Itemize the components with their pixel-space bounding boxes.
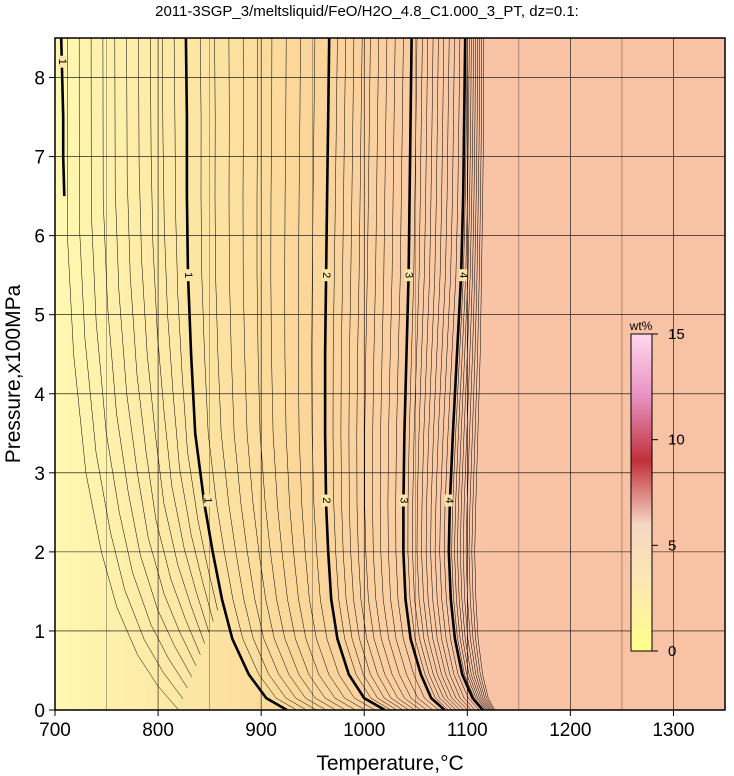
colorbar-tick-label: 0	[668, 643, 676, 660]
contour-line	[412, 38, 453, 710]
y-axis-ticks: 0 1 2 3 4 5 6 7 8	[34, 69, 55, 722]
contour-label-box	[399, 494, 408, 507]
contour-label-box	[58, 55, 67, 68]
contour-line	[379, 38, 427, 710]
contour-line	[126, 38, 201, 655]
y-tick-label: 1	[34, 622, 45, 643]
y-tick-label: 7	[34, 148, 45, 169]
y-axis-label: Pressure,x100MPa	[2, 284, 25, 463]
x-tick-label: 900	[245, 720, 277, 741]
contour-line	[474, 38, 496, 710]
contour-label: 2	[320, 272, 332, 278]
contour-line	[430, 38, 468, 710]
contour-label: 1	[182, 272, 194, 278]
contour-line	[416, 38, 457, 710]
contour-line	[460, 38, 489, 710]
contour-line	[348, 38, 403, 710]
contour-line	[425, 38, 464, 710]
x-axis-label: Temperature,°C	[316, 752, 463, 775]
contour-line	[364, 38, 415, 710]
contour-line	[471, 38, 494, 710]
contour-label-box	[459, 269, 468, 282]
y-tick-label: 4	[34, 385, 45, 406]
contour-line	[78, 38, 184, 700]
colorbar: wt% 0 5 10 15	[629, 319, 685, 660]
contour-line	[311, 38, 376, 710]
contour-line	[395, 38, 439, 710]
contour-line	[434, 38, 472, 710]
x-tick-label: 1300	[652, 720, 694, 741]
contour-line	[421, 38, 461, 710]
contour-line	[242, 38, 327, 710]
contour-line	[270, 38, 346, 710]
contour-line	[332, 38, 391, 710]
labeled-contours: 1 1 1 2 2 3 3 4 4	[56, 38, 484, 710]
contour-line	[256, 38, 337, 710]
colorbar-ticks: 0 5 10 15	[652, 326, 685, 660]
contour-label-box	[203, 494, 212, 507]
y-tick-label: 2	[34, 543, 45, 564]
contour-label: 3	[397, 497, 409, 503]
colorbar-tick-label: 5	[668, 537, 676, 554]
contour-label-box	[404, 269, 413, 282]
contour-label: 2	[320, 497, 332, 503]
contour-line	[138, 38, 205, 644]
contour-line	[150, 38, 210, 633]
plot-frame	[54, 37, 726, 711]
y-tick-label: 5	[34, 306, 45, 327]
contour-line	[228, 38, 317, 710]
x-tick-label: 1200	[549, 720, 591, 741]
contour-label: 4	[457, 272, 469, 278]
x-tick-label: 1100	[447, 720, 488, 741]
contour-label-box	[444, 494, 453, 507]
contour-line	[284, 38, 356, 710]
colorbar-title: wt%	[629, 319, 653, 333]
y-tick-label: 0	[34, 701, 45, 722]
contour-line	[356, 38, 409, 710]
contour-line	[407, 38, 449, 710]
x-tick-label: 800	[142, 720, 174, 741]
contour-label-box	[322, 494, 331, 507]
contour-label: 3	[403, 272, 415, 278]
colorbar-tick-label: 10	[668, 432, 685, 449]
contour-line	[90, 38, 188, 689]
x-tick-label: 700	[39, 720, 71, 741]
contour-line	[372, 38, 421, 710]
contour-line	[298, 38, 366, 710]
contour-label-box	[322, 269, 331, 282]
contour-label: 1	[202, 497, 214, 503]
thin-contour-lines	[67, 38, 496, 710]
y-tick-label: 3	[34, 464, 45, 485]
y-tick-label: 6	[34, 227, 45, 248]
contour-line	[340, 38, 397, 710]
contour-line	[387, 38, 433, 710]
y-tick-label: 8	[34, 69, 45, 90]
x-tick-label: 1000	[343, 720, 385, 741]
contour-line	[462, 38, 490, 710]
contour-label-box	[183, 269, 192, 282]
contour-label: 1	[56, 59, 68, 65]
x-axis-ticks: 700 800 900 1000 1100 1200 1300	[39, 710, 695, 741]
contour-line	[468, 38, 493, 710]
contour-label: 4	[443, 497, 455, 503]
contour-line	[439, 38, 476, 710]
colorbar-tick-label: 15	[668, 326, 685, 343]
contour-line	[457, 38, 487, 710]
contour-line	[214, 38, 307, 710]
plot-area: 1 1 1 2 2 3 3 4 4	[54, 37, 726, 711]
colorbar-scale	[630, 333, 653, 652]
contour-line	[199, 38, 297, 710]
chart-title: 2011-3SGP_3/meltsliquid/FeO/H2O_4.8_C1.0…	[155, 3, 579, 20]
